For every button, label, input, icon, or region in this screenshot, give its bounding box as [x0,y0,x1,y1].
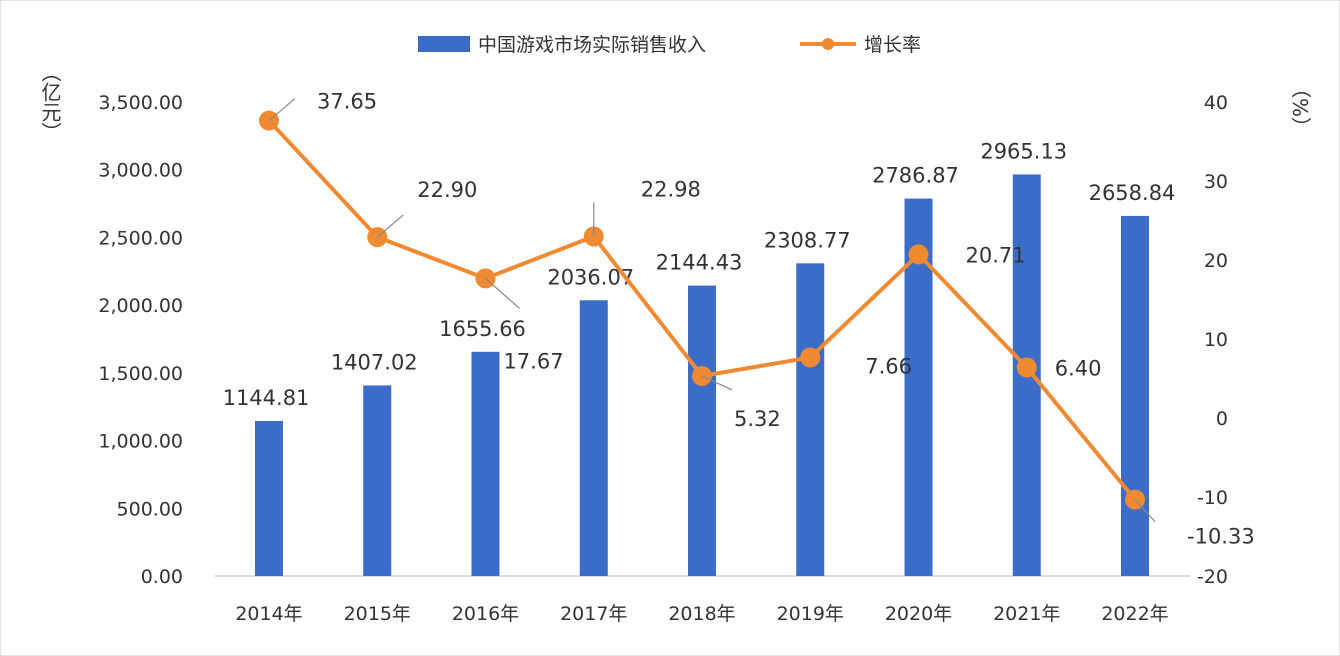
growth-value-label: 6.40 [1055,356,1102,380]
x-tick-label: 2016年 [452,603,519,625]
bar-value-label: 2144.43 [656,251,743,275]
y-axis-left-label: （亿元） [38,62,62,142]
bar-value-label: 1144.81 [223,386,310,410]
bar [363,385,392,576]
x-axis-ticks: 2014年 2015年 2016年 2017年 2018年 2019年 2020年 2021年… [235,603,1168,625]
y-axis-right-ticks: -20 -10 0 10 20 30 40 [1197,92,1228,588]
y-axis-left-ticks: 0.00 500.00 1,000.00 1,500.00 2,000.00 2,500.… [98,92,183,588]
y-right-tick-label: 0 [1216,408,1228,430]
bar [796,263,825,576]
x-tick-label: 2019年 [777,603,844,625]
bar [688,285,716,576]
y-left-tick-label: 500.00 [117,498,183,520]
legend-label-line: 增长率 [864,34,921,56]
bar-value-label: 1655.66 [439,317,526,341]
y-right-tick-label: -20 [1197,566,1228,588]
leader-line [376,214,404,238]
growth-marker [1016,357,1037,378]
x-tick-label: 2018年 [668,603,735,625]
legend: 中国游戏市场实际销售收入 增长率 [418,34,921,56]
bar [255,420,283,576]
y-right-tick-label: 10 [1204,329,1228,351]
growth-labels: 37.65 22.90 17.67 22.98 5.32 7.66 20.71 6.40 -10… [268,90,1255,549]
y-right-tick-label: 40 [1204,92,1228,114]
bar-value-label: 1407.02 [331,350,418,374]
legend-swatch-bar [418,36,470,52]
leader-line [485,277,520,309]
x-tick-label: 2017年 [560,603,627,625]
y-left-tick-label: 3,500.00 [98,92,183,114]
y-left-tick-label: 3,000.00 [98,160,183,182]
growth-marker [908,244,929,265]
growth-value-label: 7.66 [865,354,912,378]
bar [1121,215,1149,576]
growth-value-label: 17.67 [503,349,563,373]
y-left-tick-label: 0.00 [141,566,183,588]
y-right-tick-label: -10 [1197,487,1228,509]
bar-value-label: 2308.77 [764,228,851,252]
x-tick-label: 2020年 [885,603,952,625]
bars [255,174,1149,576]
y-right-tick-label: 30 [1204,171,1228,193]
y-left-tick-label: 2,000.00 [98,295,183,317]
bar-value-label: 2658.84 [1089,181,1176,205]
y-left-tick-label: 1,500.00 [98,363,183,385]
growth-value-label: 5.32 [734,407,781,431]
leader-line [268,98,296,122]
growth-value-label: 22.98 [641,177,701,201]
growth-value-label: 37.65 [317,90,377,114]
bar-value-label: 2786.87 [872,164,959,188]
growth-value-label: -10.33 [1187,525,1255,549]
y-right-tick-label: 20 [1204,250,1228,272]
bar [579,300,608,576]
x-tick-label: 2022年 [1101,603,1168,625]
y-left-tick-label: 1,000.00 [98,431,183,453]
y-left-tick-label: 2,500.00 [98,227,183,249]
growth-value-label: 20.71 [966,243,1026,267]
legend-swatch-marker [822,38,834,50]
legend-label-bar: 中国游戏市场实际销售收入 [478,34,706,56]
x-tick-label: 2015年 [344,603,411,625]
bar [471,351,500,576]
bar-labels: 1144.811407.021655.662036.072144.432308.… [223,139,1176,410]
x-tick-label: 2021年 [993,603,1060,625]
growth-marker [800,347,821,368]
leader-line [1134,499,1156,523]
growth-value-label: 22.90 [417,178,477,202]
bar-value-label: 2965.13 [980,139,1067,163]
x-tick-label: 2014年 [235,603,302,625]
y-axis-right-label: （%） [1288,78,1312,137]
leader-line [701,375,733,391]
